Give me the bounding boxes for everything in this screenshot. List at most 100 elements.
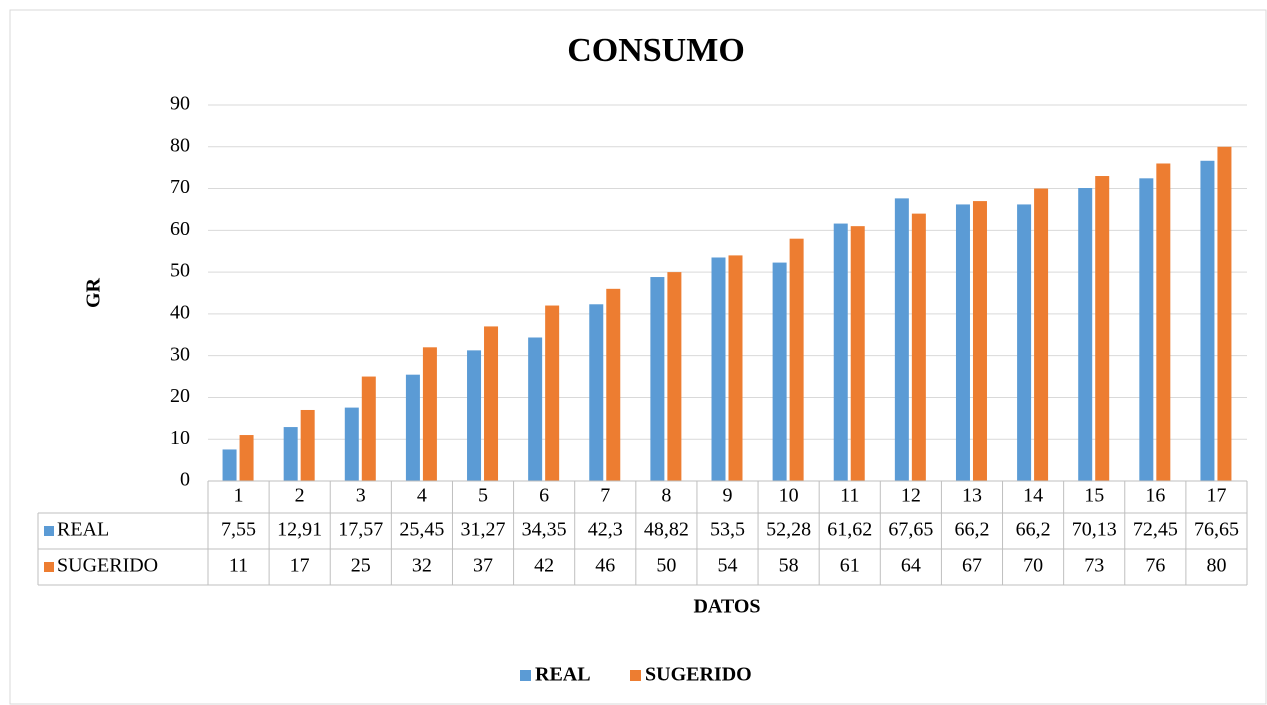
y-tick-label: 70 bbox=[170, 176, 190, 198]
table-cell: 73 bbox=[1084, 555, 1104, 577]
x-tick-label: 4 bbox=[417, 485, 427, 507]
bar bbox=[650, 277, 665, 481]
table-row-label: REAL bbox=[57, 519, 109, 541]
x-tick-label: 15 bbox=[1084, 485, 1104, 507]
x-tick-label: 13 bbox=[962, 485, 982, 507]
y-tick-label: 10 bbox=[170, 427, 190, 449]
bar bbox=[1200, 160, 1215, 482]
bar bbox=[789, 238, 804, 481]
table-row-label: SUGERIDO bbox=[57, 555, 158, 577]
table-cell: 58 bbox=[779, 555, 799, 577]
bar bbox=[1017, 204, 1032, 482]
table-cell: 54 bbox=[718, 555, 738, 577]
table-cell: 50 bbox=[656, 555, 676, 577]
y-axis-label: GR bbox=[83, 277, 105, 308]
table-cell: 67,65 bbox=[888, 519, 933, 541]
table-cell: 67 bbox=[962, 555, 982, 577]
x-tick-label: 12 bbox=[901, 485, 921, 507]
bar bbox=[484, 326, 499, 481]
bar bbox=[1139, 178, 1154, 481]
bar bbox=[728, 255, 743, 481]
bar bbox=[528, 337, 543, 481]
table-cell: 52,28 bbox=[766, 519, 811, 541]
x-tick-label: 16 bbox=[1145, 485, 1165, 507]
table-cell: 70,13 bbox=[1072, 519, 1117, 541]
bar bbox=[239, 435, 254, 481]
bar bbox=[222, 449, 237, 481]
table-cell: 11 bbox=[229, 555, 248, 577]
table-cell: 34,35 bbox=[522, 519, 567, 541]
y-tick-label: 90 bbox=[170, 93, 190, 115]
table-cell: 76,65 bbox=[1194, 519, 1239, 541]
bar bbox=[606, 288, 621, 481]
table-cell: 42,3 bbox=[588, 519, 623, 541]
table-cell: 37 bbox=[473, 555, 493, 577]
x-tick-label: 9 bbox=[723, 485, 733, 507]
bar bbox=[955, 204, 970, 482]
table-cell: 64 bbox=[901, 555, 921, 577]
legend-key bbox=[630, 670, 641, 681]
y-tick-label: 50 bbox=[170, 260, 190, 282]
bar bbox=[1156, 163, 1171, 481]
bar bbox=[361, 376, 376, 481]
table-cell: 7,55 bbox=[221, 519, 256, 541]
bar bbox=[283, 427, 298, 481]
table-cell: 72,45 bbox=[1133, 519, 1178, 541]
table-legend-key bbox=[44, 526, 54, 536]
chart-title: CONSUMO bbox=[567, 32, 745, 69]
table-cell: 17,57 bbox=[338, 519, 383, 541]
x-tick-label: 2 bbox=[295, 485, 305, 507]
table-cell: 25 bbox=[351, 555, 371, 577]
bar bbox=[422, 347, 437, 481]
y-tick-label: 30 bbox=[170, 343, 190, 365]
bar bbox=[344, 407, 359, 481]
x-tick-label: 6 bbox=[539, 485, 549, 507]
legend-label: SUGERIDO bbox=[645, 664, 752, 686]
table-cell: 61 bbox=[840, 555, 860, 577]
bar bbox=[467, 350, 482, 481]
table-cell: 12,91 bbox=[277, 519, 322, 541]
x-tick-label: 1 bbox=[234, 485, 244, 507]
table-cell: 66,2 bbox=[1016, 519, 1051, 541]
bar bbox=[1034, 188, 1049, 482]
y-tick-label: 60 bbox=[170, 218, 190, 240]
bar bbox=[911, 213, 926, 481]
bar bbox=[850, 226, 865, 481]
x-tick-label: 5 bbox=[478, 485, 488, 507]
table-cell: 48,82 bbox=[644, 519, 689, 541]
chart-border bbox=[9, 9, 1267, 705]
table-cell: 32 bbox=[412, 555, 432, 577]
table-cell: 17 bbox=[290, 555, 310, 577]
bar bbox=[711, 257, 726, 481]
x-tick-label: 7 bbox=[600, 485, 610, 507]
bar bbox=[1078, 188, 1093, 481]
table-legend-key bbox=[44, 562, 54, 572]
table-cell: 42 bbox=[534, 555, 554, 577]
bar bbox=[545, 305, 560, 481]
bar bbox=[772, 262, 787, 481]
bar bbox=[972, 201, 987, 482]
table-cell: 61,62 bbox=[827, 519, 872, 541]
table-cell: 53,5 bbox=[710, 519, 745, 541]
y-tick-label: 80 bbox=[170, 134, 190, 156]
bar bbox=[667, 272, 682, 481]
y-tick-label: 20 bbox=[170, 385, 190, 407]
bar bbox=[833, 223, 848, 481]
legend-label: REAL bbox=[535, 664, 591, 686]
y-tick-label: 40 bbox=[170, 301, 190, 323]
table-cell: 80 bbox=[1206, 555, 1226, 577]
table-cell: 31,27 bbox=[461, 519, 506, 541]
bar bbox=[405, 374, 420, 481]
x-tick-label: 3 bbox=[356, 485, 366, 507]
y-tick-label: 0 bbox=[180, 469, 190, 491]
legend-key bbox=[520, 670, 531, 681]
table-cell: 46 bbox=[595, 555, 615, 577]
table-cell: 70 bbox=[1023, 555, 1043, 577]
bar bbox=[1217, 146, 1232, 481]
bar bbox=[589, 304, 604, 481]
table-cell: 25,45 bbox=[399, 519, 444, 541]
table-cell: 76 bbox=[1145, 555, 1165, 577]
x-tick-label: 11 bbox=[840, 485, 859, 507]
bar bbox=[300, 409, 315, 481]
